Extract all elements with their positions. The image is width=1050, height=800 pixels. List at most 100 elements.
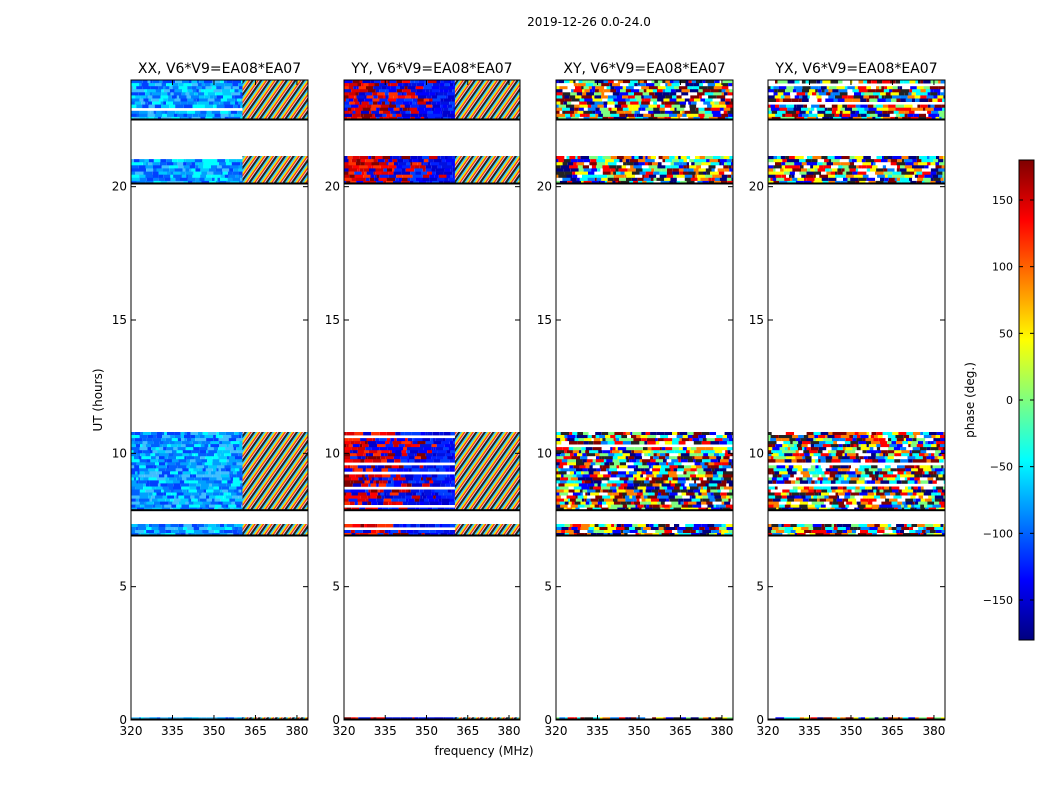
phase-cell (351, 177, 356, 182)
phase-cell (204, 444, 209, 448)
phase-cell (658, 456, 666, 460)
phase-cell (192, 113, 199, 118)
phase-cell (154, 501, 160, 505)
phase-cell (831, 459, 841, 463)
phase-cell (768, 168, 774, 172)
phase-cell (692, 86, 700, 90)
phase-cell (785, 432, 795, 436)
phase-cell (809, 471, 817, 475)
phase-cell (397, 95, 406, 99)
phase-cell (591, 480, 594, 484)
phase-cell (636, 459, 640, 463)
phase-cell (609, 83, 613, 87)
phase-cell (731, 159, 733, 163)
phase-cell (577, 504, 585, 508)
phase-cell (159, 441, 164, 445)
phase-cell (562, 95, 565, 99)
phase-cell (704, 474, 713, 478)
phase-cell (187, 527, 194, 531)
phase-cell (933, 524, 941, 528)
phase-cell (602, 107, 609, 112)
phase-cell (690, 95, 700, 99)
phase-cell (602, 113, 611, 118)
phase-cell (833, 477, 839, 481)
phase-cell (589, 165, 592, 169)
phase-cell (197, 101, 202, 105)
phase-cell (614, 441, 623, 445)
phase-cell (227, 489, 234, 493)
phase-cell (674, 462, 682, 466)
phase-cell (664, 107, 671, 112)
phase-cell (370, 107, 377, 112)
phase-cell (771, 432, 778, 436)
phase-cell (624, 527, 630, 531)
phase-cell (197, 432, 203, 436)
phase-cell (708, 483, 718, 487)
phase-cell (691, 101, 697, 105)
phase-cell (657, 80, 663, 84)
phase-cell (433, 459, 441, 463)
phase-cell (174, 527, 178, 531)
phase-cell (695, 107, 699, 112)
phase-cell (775, 435, 779, 439)
phase-cell (358, 86, 366, 90)
phase-cell (567, 86, 575, 90)
phase-cell (219, 486, 222, 490)
phase-cell (731, 177, 733, 182)
phase-cell (181, 441, 190, 445)
phase-cell (448, 89, 453, 93)
phase-cell (907, 504, 912, 508)
phase-cell (693, 489, 700, 493)
phase-cell (860, 530, 869, 534)
panel-xy-title: XY, V6*V9=EA08*EA07 (563, 61, 725, 77)
phase-cell (886, 165, 895, 169)
phase-cell (926, 450, 935, 454)
phase-cell (416, 89, 423, 93)
phase-cell (392, 113, 397, 118)
phase-cell (414, 459, 421, 463)
phase-cell (133, 477, 137, 481)
phase-cell (140, 444, 143, 448)
phase-cell (401, 489, 406, 493)
phase-cell (681, 89, 690, 93)
phase-cell (238, 86, 246, 90)
phase-cell (884, 456, 888, 460)
band-edge (131, 534, 308, 537)
phase-cell (896, 530, 900, 534)
phase-cell (706, 489, 711, 493)
phase-cell (163, 492, 166, 496)
phase-cell (574, 501, 581, 505)
phase-cell (591, 438, 594, 442)
phase-cell (668, 435, 677, 439)
phase-cell (646, 530, 650, 534)
phase-cell (786, 501, 792, 505)
phase-cell (926, 459, 931, 463)
phase-cell (881, 501, 888, 505)
phase-cell (612, 447, 616, 451)
phase-cell (405, 444, 411, 448)
phase-cell (911, 450, 921, 454)
phase-cell (631, 110, 635, 115)
phase-cell (587, 489, 596, 493)
phase-cell (191, 453, 195, 457)
phase-cell (189, 168, 192, 172)
phase-cell (694, 456, 703, 460)
phase-cell (436, 101, 441, 105)
phase-cell (560, 477, 569, 481)
phase-cell (401, 171, 411, 176)
phase-cell (143, 477, 149, 481)
phase-cell (579, 530, 588, 534)
phase-cell (882, 165, 887, 169)
phase-cell (721, 162, 725, 166)
phase-cell (612, 498, 618, 502)
band-edge (768, 534, 945, 537)
phase-cell (601, 447, 611, 451)
phase-cell (206, 453, 215, 457)
phase-cell (801, 168, 807, 172)
phase-cell (143, 98, 149, 102)
band-edge (768, 509, 945, 512)
phase-cell (584, 98, 593, 102)
phase-cell (835, 453, 843, 457)
phase-cell (928, 165, 936, 169)
phase-cell (375, 524, 378, 528)
